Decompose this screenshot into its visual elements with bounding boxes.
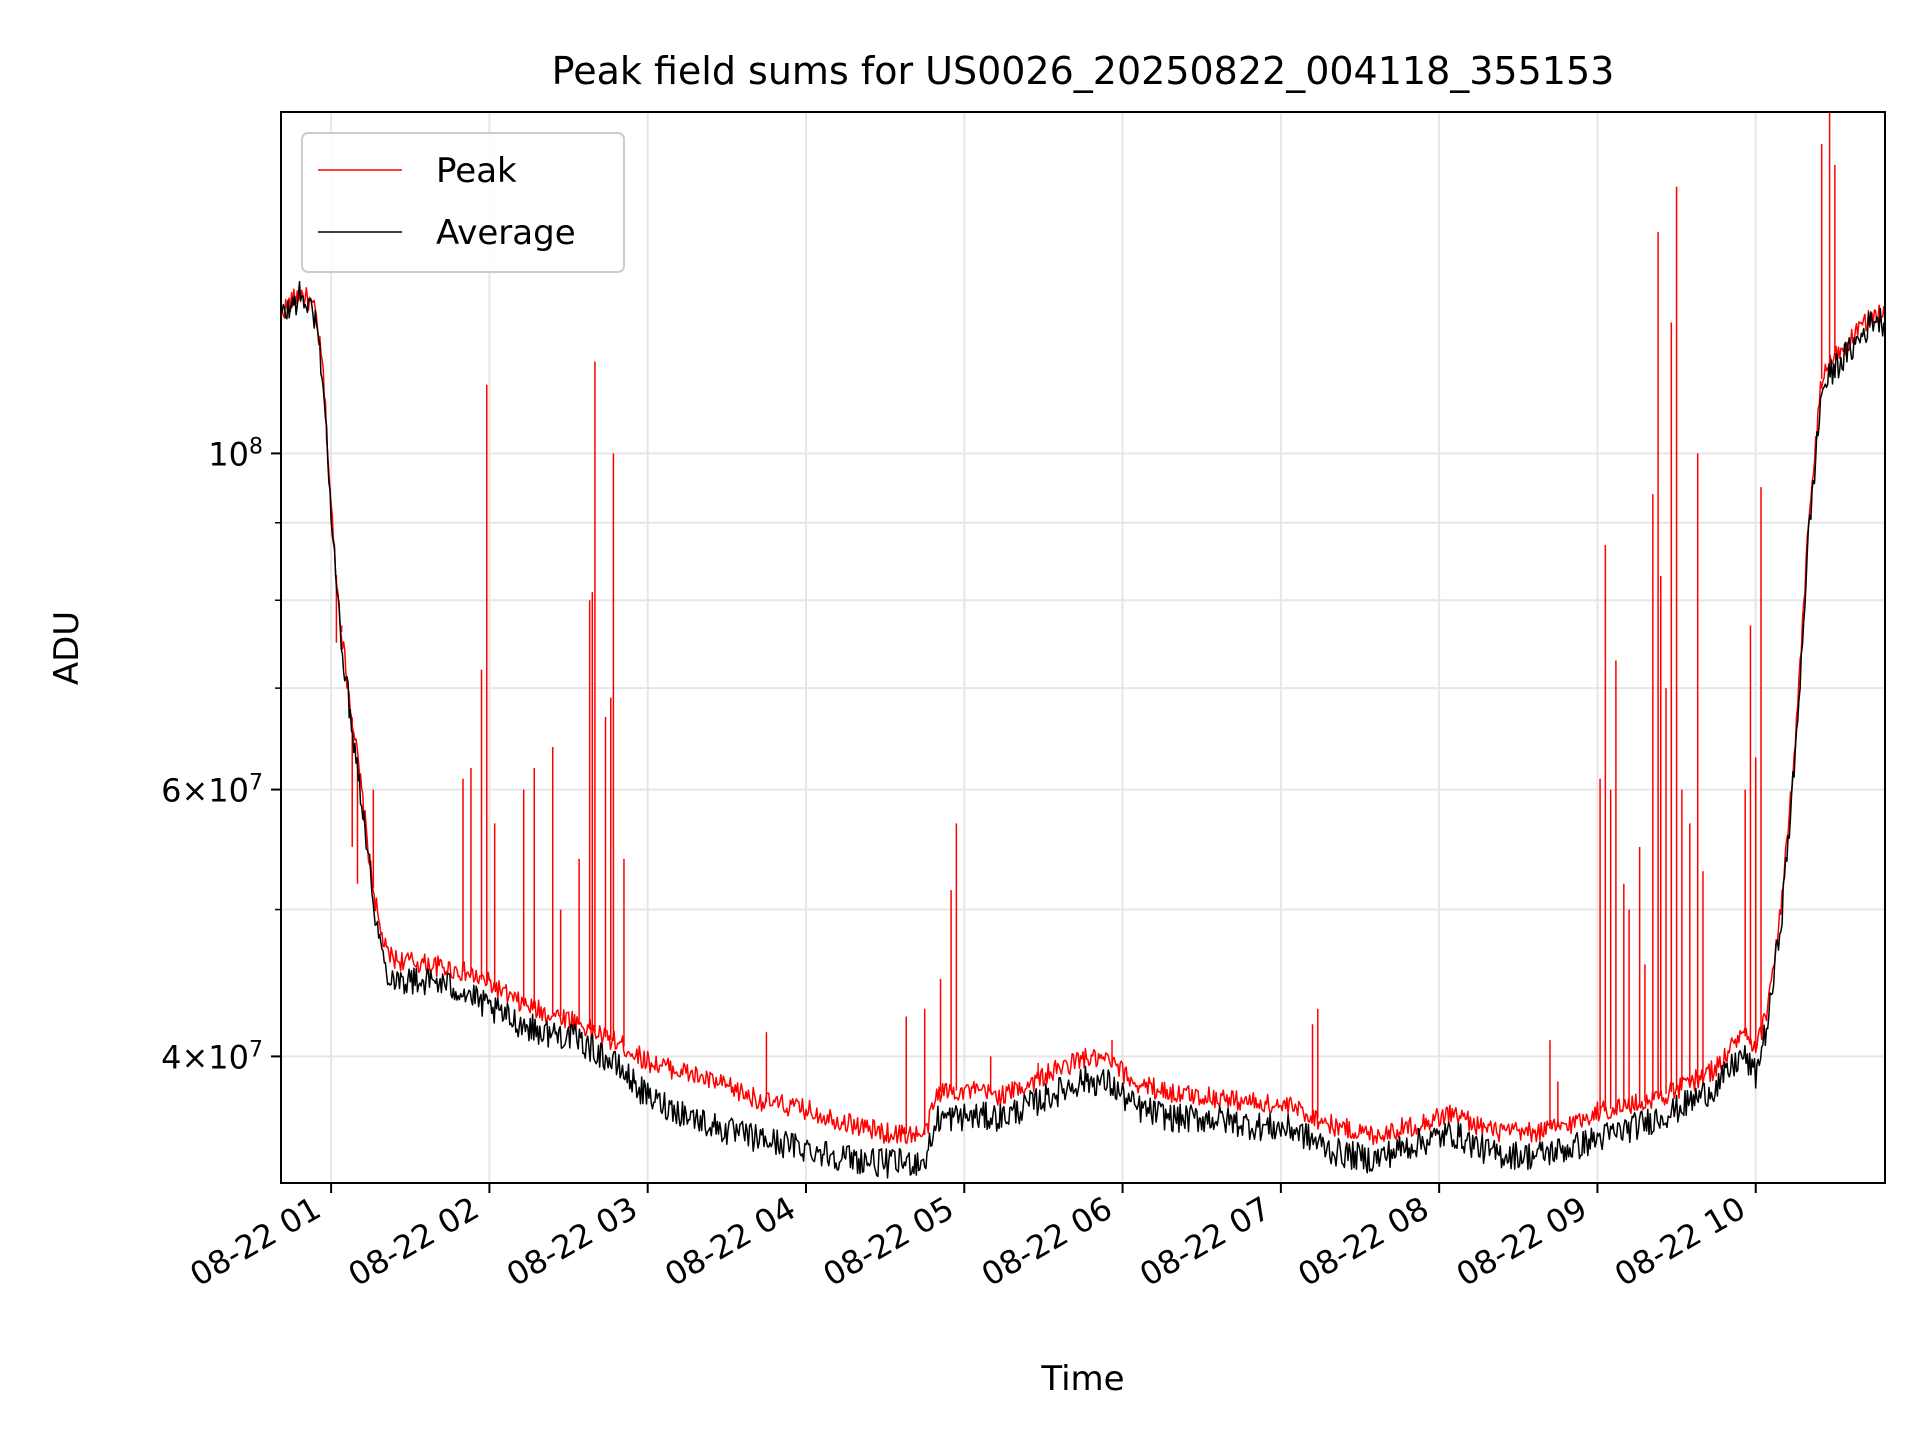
y-tick-label: 108 (208, 434, 263, 474)
y-tick-label: 4×107 (161, 1037, 263, 1077)
grid (281, 112, 1885, 1183)
y-tick-label: 6×107 (161, 770, 263, 810)
legend-box (301, 132, 625, 273)
legend-label-peak: Peak (436, 151, 517, 191)
chart-title: Peak field sums for US0026_20250822_0041… (552, 49, 1615, 93)
plot-area-frame (280, 111, 1886, 1184)
legend: Peak Average (301, 132, 625, 273)
y-axis-label: ADU (47, 611, 87, 685)
x-axis-label: Time (1040, 1359, 1124, 1399)
series-layer (281, 112, 1885, 1179)
series-line-average (281, 281, 1885, 1179)
series-line-peak (281, 286, 1885, 1146)
legend-label-average: Average (436, 213, 576, 253)
